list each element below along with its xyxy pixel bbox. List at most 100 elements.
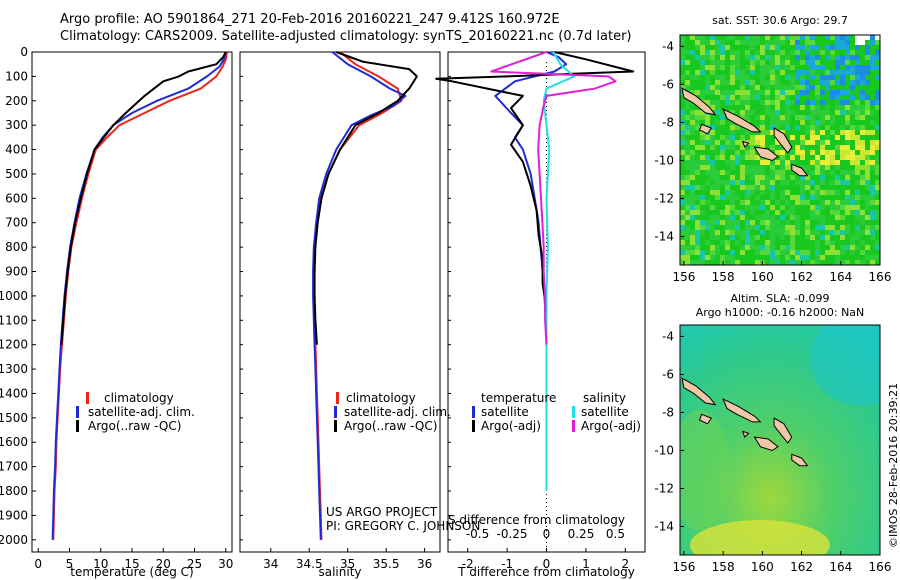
sst-cell [785,60,790,65]
sst-cell [685,160,690,165]
sst-cell [750,175,755,180]
sst-cell [860,140,865,145]
sst-cell [710,210,715,215]
sst-cell [865,175,870,180]
sst-cell [825,230,830,235]
sst-cell [850,170,855,175]
sst-cell [855,220,860,225]
sst-cell [730,215,735,220]
sst-cell [870,55,875,60]
sst-cell [805,105,810,110]
sst-cell [775,200,780,205]
sst-cell [705,170,710,175]
sst-cell [760,225,765,230]
sst-cell [825,140,830,145]
sst-cell [700,240,705,245]
sst-cell [780,115,785,120]
sst-cell [720,175,725,180]
depth-tick-label: 0 [20,45,28,59]
sst-cell [785,190,790,195]
sst-cell [845,155,850,160]
sst-cell [870,90,875,95]
sst-cell [790,195,795,200]
sst-cell [775,160,780,165]
sst-cell [785,245,790,250]
sst-cell [860,260,865,265]
sst-cell [860,90,865,95]
sst-cell [695,175,700,180]
sst-cell [750,185,755,190]
sst-cell [755,110,760,115]
sst-cell [865,100,870,105]
sst-cell [800,255,805,260]
sst-cell [745,110,750,115]
sst-cell [835,45,840,50]
sst-cell [865,180,870,185]
sst-cell [790,40,795,45]
sst-cell [830,55,835,60]
sst-cell [740,160,745,165]
sst-cell [715,80,720,85]
sst-cell [865,80,870,85]
sst-cell [755,140,760,145]
sst-cell [855,255,860,260]
sst-cell [770,50,775,55]
sst-cell [780,110,785,115]
sst-cell [700,60,705,65]
sst-cell [855,70,860,75]
sst-cell [775,205,780,210]
sst-cell [750,245,755,250]
sst-cell [735,165,740,170]
sst-cell [710,170,715,175]
sst-cell [845,140,850,145]
sst-cell [820,250,825,255]
island [791,163,809,177]
sst-cell [780,100,785,105]
sst-cell [810,55,815,60]
sst-cell [745,245,750,250]
sst-cell [860,70,865,75]
sst-cell [875,225,880,230]
sst-cell [810,125,815,130]
sst-cell [845,185,850,190]
sst-cell [845,205,850,210]
sst-cell [790,135,795,140]
sst-cell [815,160,820,165]
sst-cell [685,250,690,255]
island [698,123,713,135]
sst-cell [845,250,850,255]
sst-cell [725,205,730,210]
sst-cell [805,245,810,250]
sst-cell [765,60,770,65]
sst-cell [855,35,860,40]
sst-cell [850,165,855,170]
sst-cell [825,190,830,195]
sst-cell [725,240,730,245]
sst-cell [820,120,825,125]
sst-cell [715,185,720,190]
sst-cell [810,100,815,105]
sst-cell [710,185,715,190]
sst-cell [760,60,765,65]
sst-cell [840,145,845,150]
sst-cell [695,185,700,190]
sst-map-title: sat. SST: 30.6 Argo: 29.7 [712,14,848,27]
sst-cell [705,100,710,105]
sst-cell [720,245,725,250]
sst-cell [760,180,765,185]
sst-cell [790,180,795,185]
sst-cell [805,130,810,135]
sst-cell [825,245,830,250]
sst-cell [865,65,870,70]
sst-cell [780,165,785,170]
sst-cell [845,235,850,240]
sst-cell [825,105,830,110]
sst-cell [810,130,815,135]
sst-cell [680,45,685,50]
sst-cell [680,145,685,150]
sst-cell [870,120,875,125]
sst-cell [815,80,820,85]
legend-header-temperature: temperature [481,391,556,405]
sst-cell [820,95,825,100]
sst-cell [795,85,800,90]
